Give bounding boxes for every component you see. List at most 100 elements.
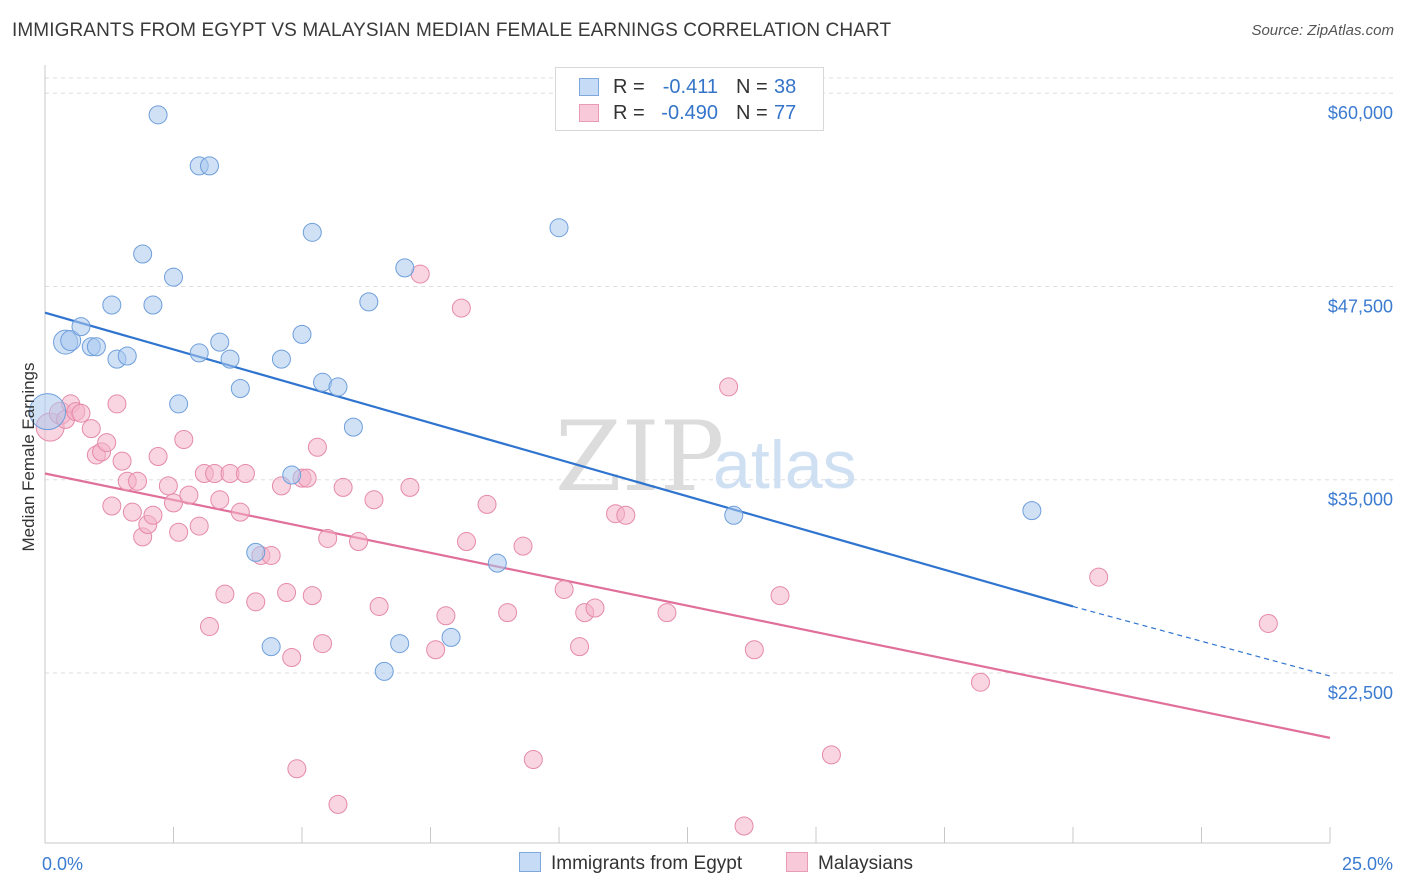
data-point (616, 505, 636, 525)
data-point (970, 672, 990, 692)
data-point (313, 634, 333, 654)
data-point (395, 258, 415, 278)
data-point (235, 464, 255, 484)
data-point (282, 647, 302, 667)
data-point (302, 222, 322, 242)
data-point (1089, 567, 1109, 587)
grid-lines (45, 77, 1395, 674)
data-point (71, 403, 91, 423)
watermark: ZIP atlas (555, 401, 857, 513)
data-point (328, 377, 348, 397)
data-point (343, 417, 363, 437)
data-point (174, 429, 194, 449)
data-point (169, 394, 189, 414)
y-tick-label: $35,000 (1328, 490, 1393, 510)
x-tick-label: 25.0% (1342, 854, 1393, 874)
y-tick-label: $22,500 (1328, 683, 1393, 703)
data-point (318, 528, 338, 548)
data-point (215, 584, 235, 604)
data-point (456, 532, 476, 552)
bottom-legend-swatch-malaysians (786, 852, 808, 872)
data-point (122, 502, 142, 522)
trend-line-extrapolated (1072, 605, 1331, 677)
data-point (230, 378, 250, 398)
data-point (359, 292, 379, 312)
data-points (29, 105, 1278, 836)
data-point (128, 471, 148, 491)
legend-swatch-malaysians (579, 104, 599, 122)
data-point (744, 640, 764, 660)
trend-line (44, 311, 1074, 608)
data-point (158, 476, 178, 496)
data-point (143, 295, 163, 315)
data-point (374, 661, 394, 681)
y-tick-label: $60,000 (1328, 103, 1393, 123)
data-point (585, 598, 605, 618)
bottom-legend-malaysians: Malaysians (786, 852, 913, 875)
data-point (292, 324, 312, 344)
data-point (97, 433, 117, 453)
data-point (169, 522, 189, 542)
chart-title: IMMIGRANTS FROM EGYPT VS MALAYSIAN MEDIA… (12, 20, 892, 41)
legend-n-value: 38 (774, 76, 797, 98)
data-point (487, 553, 507, 573)
data-point (102, 295, 122, 315)
bottom-legend-egypt: Immigrants from Egypt (519, 852, 742, 875)
data-point (148, 447, 168, 466)
data-point (261, 545, 281, 565)
data-point (86, 337, 106, 357)
data-point (570, 637, 590, 657)
data-point (210, 332, 230, 352)
data-point (436, 606, 456, 626)
y-axis-label: Median Female Earnings (19, 363, 38, 552)
data-point (29, 393, 67, 431)
legend-r-value: -0.411 (662, 76, 718, 98)
data-point (143, 505, 163, 525)
data-point (164, 267, 183, 287)
data-point (246, 542, 266, 562)
data-point (719, 377, 739, 397)
data-point (297, 468, 317, 488)
legend-row-egypt: R = -0.411 N = 38 (556, 76, 823, 102)
x-tick-label: 0.0% (42, 854, 83, 874)
legend-n-value: 77 (774, 102, 797, 124)
data-point (364, 490, 384, 510)
legend-swatch-egypt (579, 78, 599, 96)
data-point (821, 745, 841, 765)
data-point (210, 490, 230, 510)
data-point (277, 583, 297, 603)
data-point (724, 505, 744, 525)
legend-n-label: N = (736, 102, 768, 124)
data-point (477, 494, 497, 514)
data-point (60, 330, 82, 352)
data-point (246, 592, 266, 612)
data-point (400, 477, 420, 497)
data-point (164, 493, 183, 513)
bottom-legend-label-egypt: Immigrants from Egypt (551, 853, 743, 874)
data-point (369, 596, 389, 616)
data-point (770, 586, 790, 606)
watermark-atlas: atlas (713, 427, 857, 503)
data-point (107, 394, 127, 414)
data-point (189, 516, 209, 536)
data-point (734, 816, 754, 836)
axes: $22,500 $35,000 $47,500 $60,000 0.0% 25.0% (42, 65, 1393, 874)
data-point (349, 532, 369, 552)
legend-row-malaysians: R = -0.490 N = 77 (556, 102, 823, 128)
data-point (554, 579, 574, 599)
data-point (179, 485, 199, 505)
correlation-legend: R = -0.411 N = 38 R = -0.490 N = 77 (555, 67, 824, 131)
data-point (81, 419, 101, 439)
data-point (189, 343, 209, 363)
trend-line (44, 472, 1331, 739)
bottom-legend-swatch-egypt (519, 852, 541, 872)
legend-r-value: -0.490 (661, 102, 718, 124)
data-point (1022, 501, 1042, 521)
data-point (328, 794, 348, 814)
data-point (261, 637, 281, 657)
legend-r-label: R = (613, 102, 645, 124)
data-point (390, 634, 410, 654)
data-point (498, 603, 518, 623)
data-point (199, 156, 219, 176)
data-point (302, 586, 322, 606)
